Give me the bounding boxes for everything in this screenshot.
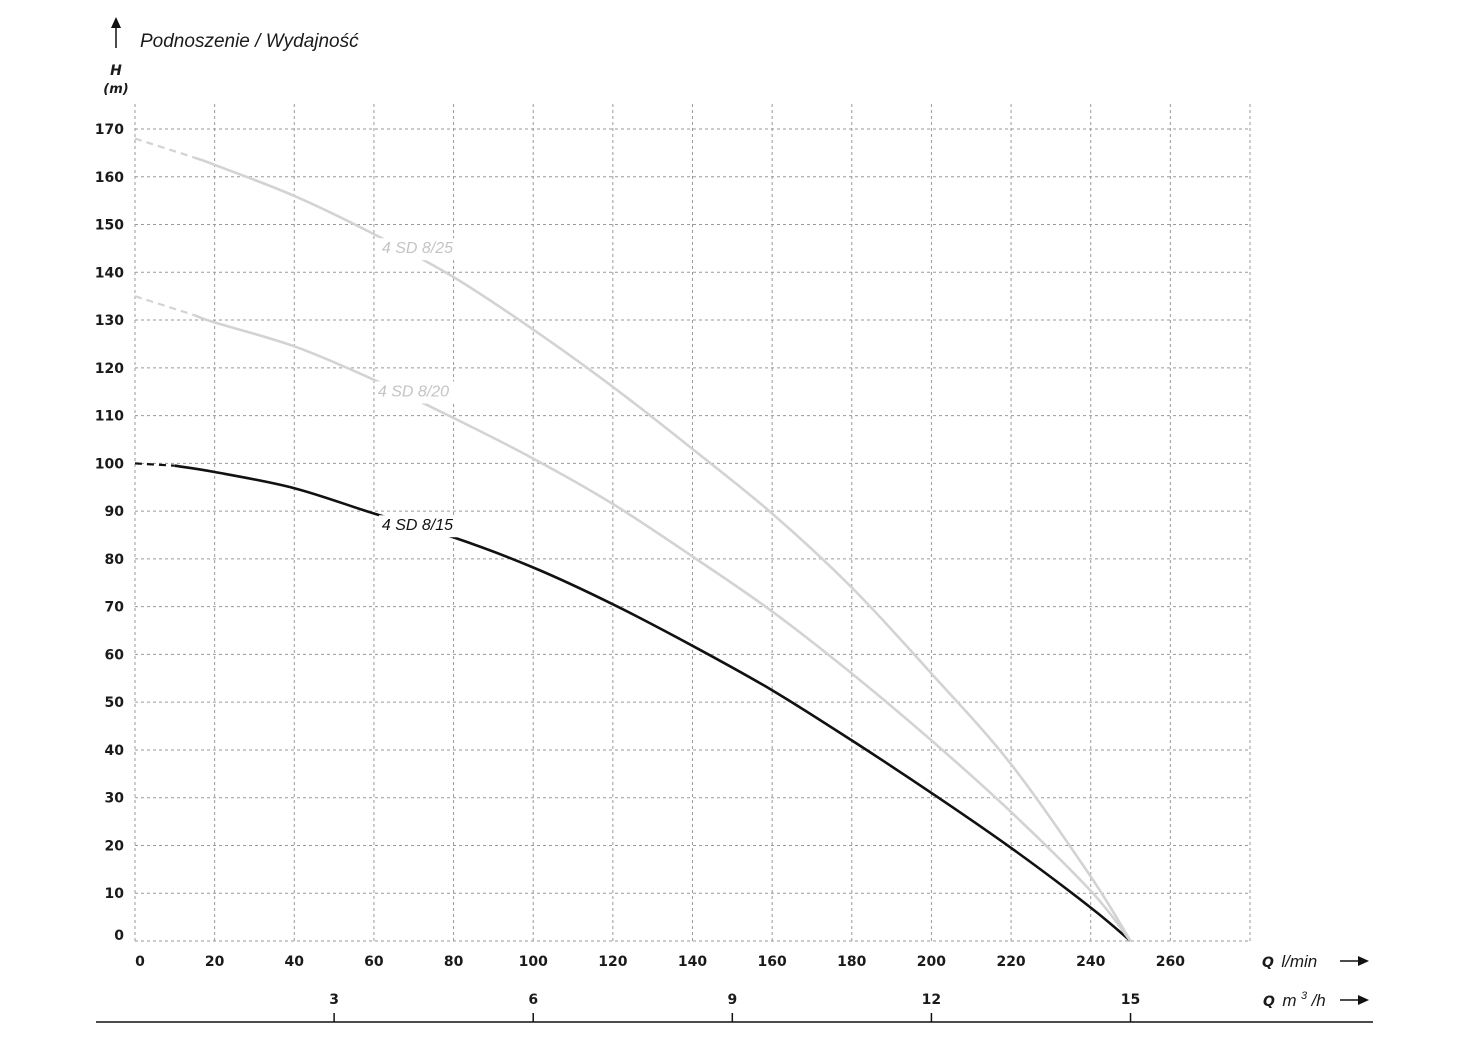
series-3-label: 4 SD 8/25: [382, 240, 453, 257]
x2-tick-label: 6: [528, 992, 538, 1008]
series-1-label-bg: [378, 515, 465, 538]
series-1-line: [174, 464, 1132, 942]
x-tick-labels: 0 20 40 60 80 100 120 140 160 180 200 220 240 260: [135, 954, 1185, 970]
y-tick-label: 110: [95, 409, 124, 425]
y-tick-label: 40: [105, 743, 125, 759]
y-axis-unit: (m): [103, 82, 128, 97]
x-tick-label: 80: [444, 954, 464, 970]
y-tick-label: 150: [95, 218, 124, 234]
x-tick-label: 120: [598, 954, 627, 970]
grid: [134, 104, 1251, 942]
y-axis-arrow-icon: [111, 17, 121, 48]
x-tick-label: 60: [364, 954, 384, 970]
x-tick-label: 100: [519, 954, 548, 970]
x-tick-label: 40: [285, 954, 305, 970]
series-labels: 4 SD 8/15 4 SD 8/20 4 SD 8/25: [374, 238, 465, 538]
y-tick-label: 160: [95, 170, 124, 186]
y-tick-labels: 0 10 20 30 40 50 60 70 80 90 100 110 120 130 140 150 160…: [95, 122, 124, 944]
x2-tick-label: 15: [1121, 992, 1140, 1008]
series-3-line: [194, 156, 1132, 942]
x-axis-arrow-icon: [1340, 956, 1369, 966]
series-3-label-bg: [378, 238, 465, 261]
series-3-line-dashed: [134, 137, 196, 159]
series-2-line-dashed: [134, 295, 196, 317]
x-tick-label: 240: [1076, 954, 1105, 970]
y-tick-label: 30: [105, 791, 125, 807]
chart-title: Podnoszenie / Wydajność: [140, 31, 359, 52]
y-tick-label: 100: [95, 456, 124, 472]
x2-tick-labels: 3 6 9 12 15: [329, 992, 1140, 1022]
x-tick-label: 140: [678, 954, 707, 970]
x-tick-label: 180: [837, 954, 866, 970]
x-tick-label: 20: [205, 954, 225, 970]
series-2-label: 4 SD 8/20: [378, 383, 449, 400]
y-tick-label: 140: [95, 265, 124, 281]
y-tick-label: 80: [105, 552, 125, 568]
x-tick-label: 220: [996, 954, 1025, 970]
y-tick-label: 60: [105, 647, 125, 663]
y-tick-label: 50: [105, 695, 125, 711]
x-tick-label: 0: [135, 954, 145, 970]
series-2-label-bg: [374, 381, 461, 404]
series-lines: [134, 137, 1132, 942]
y-axis-label: H: [110, 63, 122, 79]
x2-axis-label: Q m 3 /h: [1263, 986, 1326, 1010]
y-tick-label: 130: [95, 313, 124, 329]
x-tick-label: 160: [758, 954, 787, 970]
y-tick-label: 90: [105, 504, 125, 520]
x2-tick-label: 3: [329, 992, 339, 1008]
series-1-label: 4 SD 8/15: [382, 517, 453, 534]
x2-axis-arrow-icon: [1340, 995, 1369, 1005]
series-2-line: [194, 314, 1132, 942]
x-tick-label: 260: [1156, 954, 1185, 970]
y-tick-label: 120: [95, 361, 124, 377]
y-tick-label: 170: [95, 122, 124, 138]
y-tick-label: 0: [114, 928, 124, 944]
y-tick-label: 70: [105, 600, 125, 616]
x-axis-label: Q l/min: [1262, 952, 1317, 971]
x2-tick-label: 9: [727, 992, 737, 1008]
x2-tick-label: 12: [922, 992, 941, 1008]
series-1-line-dashed: [134, 462, 175, 467]
y-tick-label: 20: [105, 838, 125, 854]
y-tick-label: 10: [105, 886, 125, 902]
x-tick-label: 200: [917, 954, 946, 970]
